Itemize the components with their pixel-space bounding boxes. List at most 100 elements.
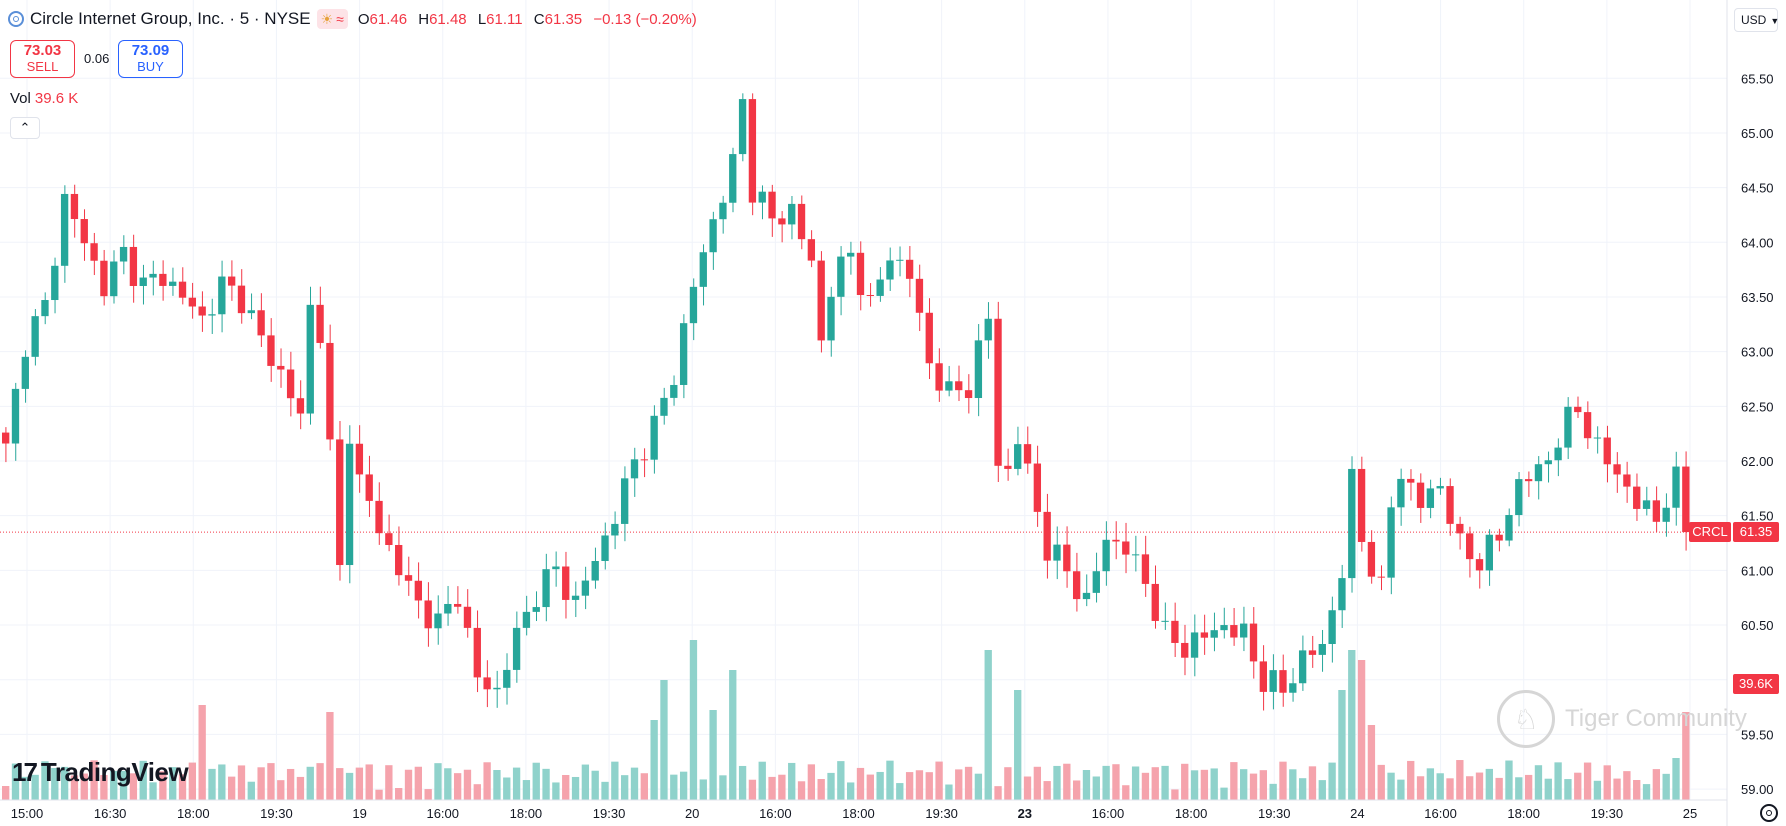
- volume-bar: [404, 769, 413, 800]
- volume-bar: [1033, 766, 1042, 800]
- sell-button[interactable]: 73.03 SELL: [10, 40, 75, 78]
- candle-body: [621, 478, 629, 524]
- x-tick-label: 18:00: [1175, 806, 1208, 821]
- candle-body: [355, 443, 364, 475]
- volume-bar: [1554, 762, 1562, 800]
- last-price-tag: 61.35: [1733, 522, 1779, 543]
- candle-body: [110, 261, 118, 297]
- candle-body: [1446, 486, 1454, 524]
- circle-logo-icon: [8, 11, 24, 27]
- volume-bar: [1298, 778, 1307, 800]
- candle-body: [129, 246, 138, 286]
- volume-bar: [247, 781, 255, 800]
- candle-body: [1200, 632, 1209, 638]
- volume-bar: [827, 772, 835, 800]
- volume-bar: [1181, 763, 1189, 800]
- volume-bar: [621, 775, 629, 800]
- candle-body: [365, 474, 373, 501]
- sell-label: SELL: [26, 59, 59, 74]
- collapse-legend-button[interactable]: ⌃: [10, 117, 40, 139]
- volume-bar: [178, 774, 187, 800]
- candle-body: [208, 314, 216, 316]
- candle-body: [395, 544, 403, 576]
- candle-body: [768, 191, 776, 219]
- volume-bar: [503, 777, 511, 800]
- candle-body: [512, 627, 521, 670]
- tradingview-mark-icon: 17: [12, 757, 38, 787]
- volume-bar: [974, 773, 983, 800]
- candle-body: [1289, 683, 1297, 693]
- candle-body: [1338, 578, 1346, 611]
- candle-body: [434, 613, 442, 629]
- volume-bar: [807, 764, 816, 800]
- candle-body: [1672, 466, 1680, 508]
- candle-body: [1033, 463, 1042, 512]
- volume-bar: [660, 680, 668, 800]
- candle-body: [915, 278, 924, 313]
- volume-bar: [1446, 778, 1454, 800]
- volume-bar: [1662, 773, 1670, 800]
- volume-bar: [1564, 779, 1572, 800]
- tradingview-logo-text: TradingView: [40, 757, 189, 787]
- x-tick-label: 16:30: [94, 806, 127, 821]
- volume-bar: [866, 774, 874, 800]
- volume-bar: [1338, 690, 1346, 800]
- y-tick-label: 65.50: [1741, 71, 1774, 86]
- volume-bar: [797, 781, 806, 800]
- volume-bar: [1023, 776, 1032, 800]
- candle-body: [974, 340, 983, 399]
- volume-bar: [955, 769, 963, 800]
- volume-bar: [778, 774, 786, 800]
- tradingview-logo[interactable]: 17 TradingView: [12, 757, 189, 788]
- spread-value: 0.06: [84, 51, 110, 66]
- candle-body: [1151, 583, 1159, 621]
- candle-body: [1220, 625, 1228, 631]
- volume-bar: [198, 705, 206, 800]
- candle-body: [650, 415, 658, 460]
- candle-body: [630, 459, 639, 479]
- candle-body: [1407, 478, 1415, 483]
- volume-bar: [296, 776, 305, 800]
- volume-bar: [925, 772, 933, 800]
- volume-bar: [21, 776, 29, 800]
- volume-bar: [1397, 779, 1405, 800]
- candle-body: [257, 310, 265, 336]
- chevron-down-icon: ▼: [1770, 16, 1780, 26]
- x-tick-label: 18:00: [177, 806, 210, 821]
- volume-bar: [581, 764, 590, 800]
- market-status-badge[interactable]: ☀ ≈: [316, 9, 348, 29]
- volume-bar: [758, 761, 766, 800]
- volume-bars: [2, 640, 1690, 800]
- candle-body: [119, 246, 128, 262]
- buy-button[interactable]: 73.09 BUY: [118, 40, 183, 78]
- candle-body: [1574, 406, 1582, 413]
- candle-body: [660, 397, 668, 416]
- volume-legend[interactable]: Vol 39.6 K: [10, 90, 78, 107]
- volume-bar: [365, 764, 373, 800]
- volume-bar: [1112, 764, 1120, 800]
- volume-bar: [1279, 761, 1287, 800]
- candle-body: [100, 260, 108, 297]
- volume-bar: [905, 772, 914, 800]
- volume-bar: [1426, 768, 1435, 800]
- candle-body: [414, 580, 422, 601]
- candle-body: [1505, 515, 1513, 541]
- volume-bar: [395, 788, 403, 800]
- volume-bar: [70, 775, 79, 800]
- open-value: 61.46: [369, 10, 408, 28]
- candle-body: [1269, 670, 1277, 692]
- candle-body: [1593, 437, 1602, 439]
- symbol-title[interactable]: Circle Internet Group, Inc. · 5 · NYSE: [30, 9, 311, 28]
- currency-selector[interactable]: USD ▼: [1734, 8, 1780, 32]
- volume-bar: [1043, 781, 1051, 800]
- volume-bar: [1367, 725, 1376, 800]
- candle-body: [719, 202, 727, 220]
- candle-body: [964, 390, 973, 399]
- volume-bar: [1515, 777, 1523, 800]
- volume-bar: [1082, 770, 1091, 800]
- volume-bar: [1682, 712, 1690, 800]
- settings-icon[interactable]: [1760, 804, 1778, 822]
- close-label: C: [533, 10, 545, 28]
- x-tick-label: 18:00: [1507, 806, 1540, 821]
